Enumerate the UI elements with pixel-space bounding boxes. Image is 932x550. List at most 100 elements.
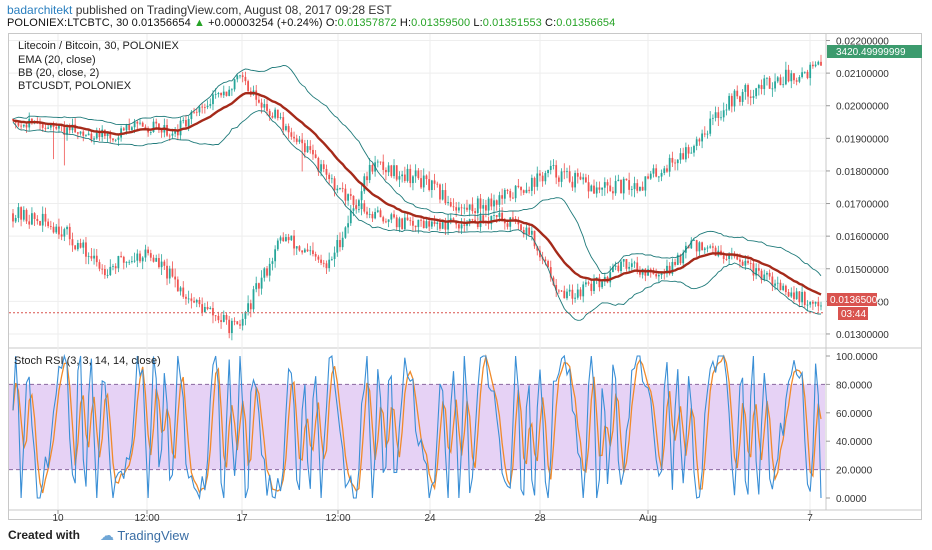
stoch-axis-label: 60.0000 <box>836 409 873 420</box>
btc-price-tag-text: 3420.49999999 <box>836 47 906 58</box>
btc-candle-body <box>109 266 112 276</box>
ltc-candle-body <box>544 259 547 262</box>
stoch-axis[interactable]: 100.0000 80.0000 60.0000 40.0000 20.0000 0.00… <box>826 352 878 505</box>
ltc-candle-body <box>620 261 622 272</box>
last-price: 0.01356654 <box>131 17 191 29</box>
ltc-candle-body <box>612 266 614 273</box>
ltc-candle-body <box>766 272 768 275</box>
high-label: H: <box>399 17 412 29</box>
ltc-candle-body <box>598 277 601 288</box>
btc-candle-body <box>220 320 222 322</box>
btc-candle-body <box>320 259 322 263</box>
btc-candle-body <box>417 170 420 179</box>
btc-candle-body <box>295 246 298 249</box>
ltc-candle-body <box>309 146 312 150</box>
btc-candle-body <box>301 250 304 253</box>
ltc-candle-body <box>463 224 466 226</box>
btcusdt-candles <box>12 54 822 341</box>
btc-candle-body <box>120 255 122 257</box>
btc-candle-body <box>282 237 285 242</box>
btc-candle-body <box>539 173 541 176</box>
ltc-candle-body <box>74 124 77 133</box>
ltc-candle-body <box>579 289 582 297</box>
btc-candle-body <box>31 213 33 225</box>
ltc-candle-body <box>266 104 268 111</box>
ltc-candle-body <box>503 221 506 224</box>
btc-candle-body <box>809 64 812 79</box>
ltc-candle-body <box>49 124 52 128</box>
ltc-candle-body <box>68 127 71 131</box>
ltc-candle-body <box>530 230 533 235</box>
ltc-candle-body <box>401 218 404 230</box>
btc-candle-body <box>820 61 822 66</box>
btc-candle-body <box>701 133 703 142</box>
btc-candle-body <box>28 221 31 225</box>
btc-candle-body <box>655 168 658 177</box>
ltc-candle-body <box>190 111 193 120</box>
btc-candle-body <box>379 161 382 163</box>
time-axis[interactable]: 10 12:00 17 12:00 24 28 Aug 7 <box>52 510 813 524</box>
ltc-candle-body <box>682 252 685 264</box>
ltc-candle-body <box>674 261 676 265</box>
btc-candle-body <box>241 318 244 326</box>
ltc-candle-body <box>739 259 741 262</box>
btc-candle-body <box>147 249 150 254</box>
ltc-candle-body <box>690 240 693 249</box>
author-link[interactable]: badarchitekt <box>7 3 73 17</box>
btc-candle-body <box>176 279 179 292</box>
time-axis-label: 7 <box>807 513 813 524</box>
btc-candle-body <box>387 165 390 173</box>
btc-candle-body <box>268 263 271 276</box>
btc-candle-body <box>290 235 293 241</box>
ltc-candle-body <box>563 290 566 299</box>
price-axis-label: 0.02000000 <box>836 102 889 113</box>
btc-price-tag <box>827 45 922 58</box>
btc-candle-body <box>549 165 552 171</box>
btc-candle-body <box>155 258 158 262</box>
btc-candle-body <box>498 195 501 205</box>
btc-candle-body <box>452 206 455 208</box>
btc-candle-body <box>414 170 417 177</box>
ltc-candle-body <box>455 222 458 225</box>
time-axis-label: 12:00 <box>325 513 350 524</box>
legend-ema: EMA (20, close) <box>18 54 96 66</box>
ltc-candle-body <box>420 219 422 221</box>
tradingview-logo[interactable]: ☁ TradingView <box>100 527 189 544</box>
ltc-candle-body <box>533 230 536 247</box>
ltc-candle-body <box>195 111 198 113</box>
ltc-candle-body <box>228 89 231 96</box>
time-axis-label: 24 <box>424 513 436 524</box>
ltc-candle-body <box>787 292 790 297</box>
price-axis-label: 0.01800000 <box>836 167 889 178</box>
change-arrow-icon: ▲ <box>193 17 205 29</box>
ltc-candle-body <box>525 227 528 235</box>
btc-candle-body <box>603 182 606 188</box>
ltc-candle-body <box>676 254 679 265</box>
btc-candle-body <box>398 176 401 180</box>
btc-candle-body <box>533 177 536 187</box>
btc-candle-body <box>587 182 590 192</box>
ltc-candle-body <box>422 220 425 229</box>
ltc-candle-body <box>666 265 668 274</box>
ltc-candle-body <box>355 204 358 210</box>
ltc-candle-body <box>220 92 222 96</box>
low-label: L: <box>473 17 483 29</box>
ltc-candle-body <box>360 203 363 210</box>
btc-candle-body <box>214 315 217 317</box>
btc-candle-body <box>74 245 77 250</box>
ltc-candle-body <box>95 132 98 139</box>
btc-candle-body <box>525 189 528 193</box>
ltc-candle-body <box>330 178 333 180</box>
btc-candle-body <box>12 213 14 222</box>
btc-candle-body <box>671 157 674 163</box>
ltc-candle-body <box>439 222 441 229</box>
ltc-candle-body <box>295 138 298 142</box>
btc-candle-body <box>568 171 571 182</box>
ltc-candle-body <box>144 126 147 129</box>
btc-candle-body <box>171 268 174 277</box>
ltc-candle-body <box>71 124 74 131</box>
btc-candle-body <box>263 268 266 278</box>
btc-candle-body <box>82 242 85 248</box>
ltc-candle-body <box>409 220 412 222</box>
